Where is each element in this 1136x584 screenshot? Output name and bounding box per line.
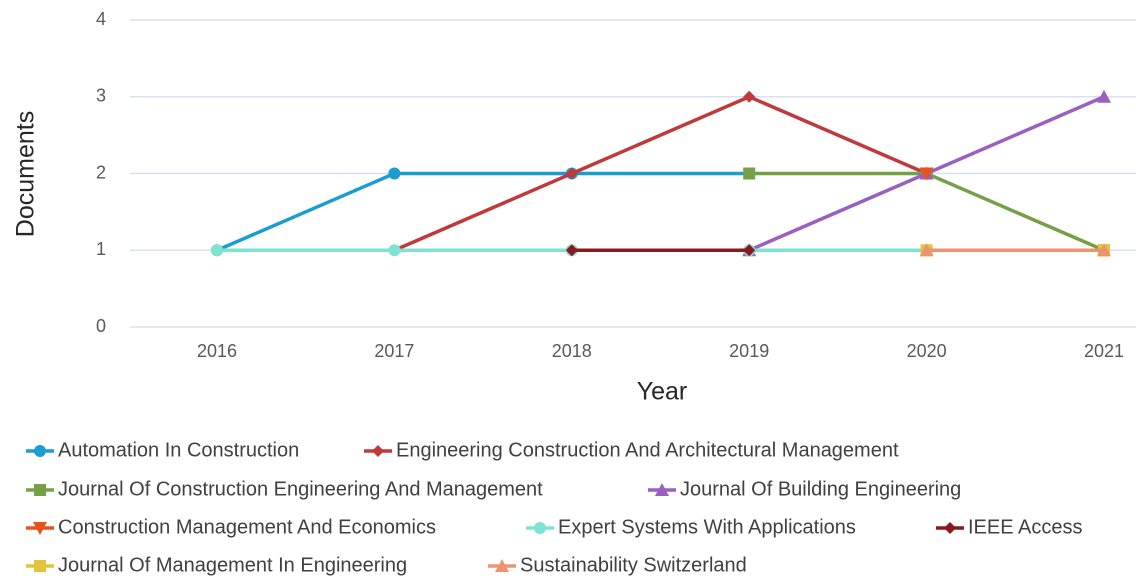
legend-label: IEEE Access: [968, 516, 1083, 538]
data-point: [388, 244, 401, 257]
legend-label: Journal Of Building Engineering: [680, 478, 961, 500]
legend-label: Sustainability Switzerland: [520, 554, 747, 576]
data-point: [743, 167, 756, 180]
legend-marker: [534, 522, 546, 534]
x-axis-title: Year: [637, 378, 688, 406]
legend-label: Construction Management And Economics: [58, 516, 436, 538]
series-line: [393, 94, 928, 252]
x-tick-label: 2017: [374, 341, 414, 361]
legend-label: Journal Of Construction Engineering And …: [58, 478, 543, 500]
legend-marker: [34, 445, 46, 457]
x-tick-label: 2021: [1084, 341, 1124, 361]
data-point: [388, 167, 401, 180]
legend-label: Journal Of Management In Engineering: [58, 554, 407, 576]
legend-marker: [944, 522, 956, 534]
legend-label: Expert Systems With Applications: [558, 516, 856, 538]
series-line: [216, 171, 750, 252]
x-tick-label: 2016: [197, 341, 237, 361]
legend-marker: [655, 483, 669, 496]
x-tick-label: 2020: [907, 341, 947, 361]
y-tick-label: 0: [96, 316, 106, 336]
x-tick-label: 2019: [729, 341, 769, 361]
legend-label: Engineering Construction And Architectur…: [396, 439, 899, 461]
data-point: [919, 167, 934, 181]
legend-marker: [34, 484, 46, 496]
x-tick-label: 2018: [552, 341, 592, 361]
legend-marker: [372, 445, 384, 457]
data-point: [211, 244, 223, 257]
legend-label: Automation In Construction: [58, 439, 299, 461]
y-tick-label: 3: [96, 86, 106, 106]
series-line: [749, 171, 1105, 252]
y-axis-title: Documents: [12, 111, 40, 237]
y-tick-label: 1: [96, 239, 106, 259]
data-point: [1097, 243, 1111, 257]
y-tick-label: 2: [96, 162, 106, 182]
data-point: [743, 90, 756, 103]
data-point: [1097, 89, 1111, 103]
data-point: [565, 244, 578, 257]
data-point: [919, 243, 934, 257]
legend-marker: [34, 560, 46, 572]
data-point: [565, 167, 578, 180]
legend-marker: [33, 522, 47, 535]
y-tick-label: 4: [96, 9, 106, 29]
legend-marker: [495, 559, 509, 572]
data-point: [743, 244, 756, 257]
